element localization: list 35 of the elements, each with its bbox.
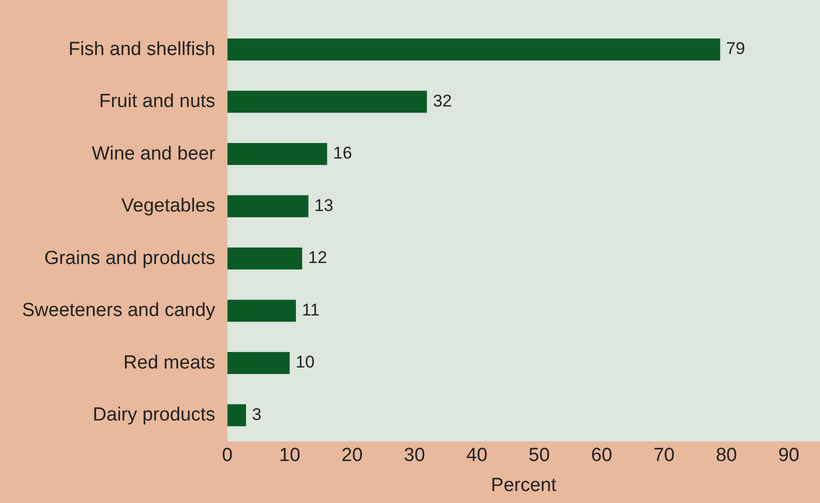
data-label: 13 xyxy=(314,196,334,215)
x-tick-label: 60 xyxy=(591,445,612,466)
bar xyxy=(227,248,302,270)
data-label: 10 xyxy=(296,352,315,372)
x-tick-label: 80 xyxy=(716,445,737,466)
x-axis-title: Percent xyxy=(490,474,558,496)
x-tick-label: 20 xyxy=(342,445,363,466)
bar xyxy=(227,90,427,113)
y-tick-label: Vegetables xyxy=(121,196,216,217)
y-tick-label: Red meats xyxy=(123,352,216,374)
y-tick-label: Grains and products xyxy=(44,248,216,269)
bar xyxy=(227,143,328,165)
bar xyxy=(227,352,290,374)
x-tick-label: 30 xyxy=(404,445,426,466)
x-tick-label: 90 xyxy=(778,445,800,466)
y-tick-label: Wine and beer xyxy=(92,143,216,164)
y-tick-label: Fruit and nuts xyxy=(99,91,216,112)
data-label: 79 xyxy=(726,39,746,58)
bar xyxy=(227,38,720,60)
data-label: 32 xyxy=(432,91,452,110)
y-tick-label: Dairy products xyxy=(92,404,216,426)
bar xyxy=(227,195,308,218)
x-tick-label: 40 xyxy=(466,445,488,466)
x-tick-label: 10 xyxy=(279,445,300,466)
x-tick-label: 50 xyxy=(528,445,550,466)
y-tick-label: Fish and shellfish xyxy=(68,38,216,60)
data-label: 3 xyxy=(252,404,262,424)
data-label: 12 xyxy=(308,248,328,268)
x-tick-label: 70 xyxy=(653,445,675,466)
x-tick-label: 0 xyxy=(222,445,233,466)
data-label: 11 xyxy=(302,300,320,320)
bar xyxy=(227,404,246,426)
bar xyxy=(227,300,296,322)
y-tick-label: Sweeteners and candy xyxy=(22,300,216,322)
data-label: 16 xyxy=(333,144,352,163)
